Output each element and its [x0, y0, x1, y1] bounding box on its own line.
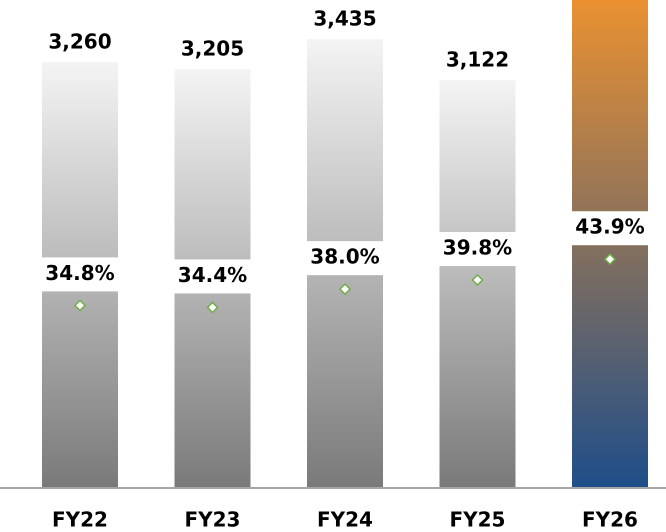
x-tick-label: FY24	[317, 508, 373, 532]
value-label: 38.0%	[310, 245, 379, 269]
x-tick-label: FY26	[582, 508, 638, 532]
value-label: 34.8%	[45, 261, 114, 285]
value-label: 34.4%	[178, 263, 247, 287]
value-label: 3,260	[48, 29, 111, 53]
value-label: 39.8%	[443, 236, 512, 260]
label-background	[38, 257, 122, 292]
label-background	[303, 241, 387, 276]
marker	[73, 299, 87, 312]
marker	[471, 273, 484, 287]
x-tick-label: FY22	[52, 508, 108, 532]
value-label: 43.9%	[575, 215, 644, 239]
marker	[206, 301, 219, 314]
value-label: 3,435	[313, 7, 376, 31]
label-background	[170, 259, 255, 294]
marker	[338, 283, 352, 296]
x-tick-label: FY23	[185, 508, 241, 532]
label-background	[568, 211, 652, 246]
x-tick-label: FY25	[450, 508, 506, 532]
value-label: 3,122	[446, 47, 509, 71]
label-background	[435, 232, 520, 267]
marker	[603, 253, 617, 266]
value-label: 3,205	[181, 37, 244, 61]
